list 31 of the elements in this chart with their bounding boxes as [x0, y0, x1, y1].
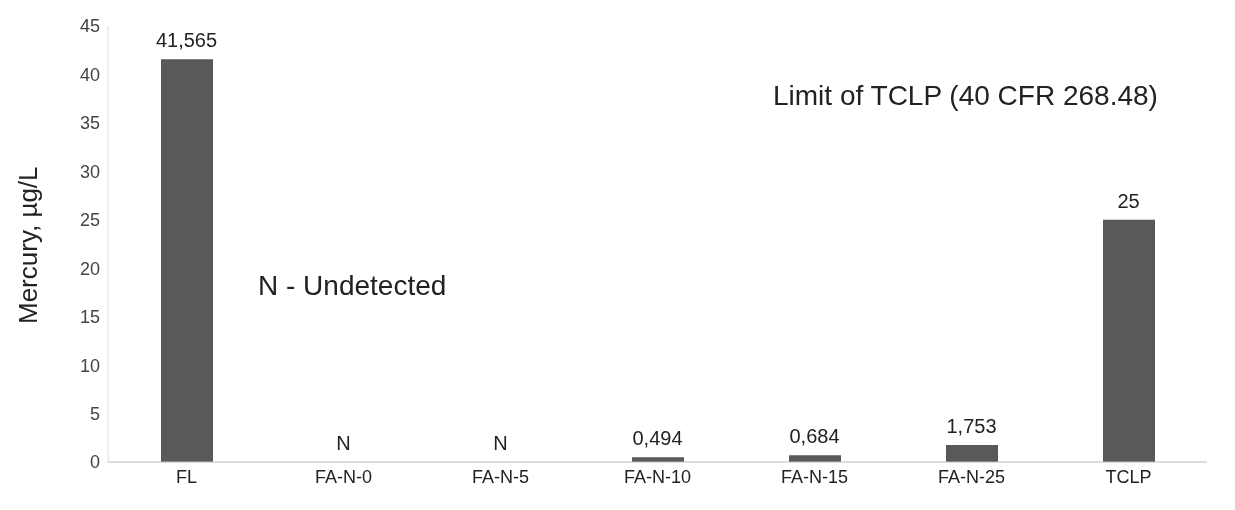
y-tick-label: 0	[89, 452, 100, 473]
y-tick-label: 10	[79, 355, 100, 376]
annotation: Limit of TCLP (40 CFR 268.48)	[773, 80, 1158, 112]
x-tick-label: FA-N-5	[471, 466, 530, 487]
data-label: 1,753	[946, 415, 997, 438]
y-tick-label: 25	[79, 210, 100, 231]
y-tick-label: 35	[79, 113, 100, 134]
bar	[161, 59, 213, 462]
x-tick-label: FA-N-25	[937, 466, 1006, 487]
x-tick-label: FL	[175, 466, 198, 487]
text: N	[336, 432, 351, 454]
y-tick-label: 45	[79, 16, 100, 37]
bar	[789, 455, 841, 462]
x-tick-label: FA-N-0	[314, 466, 373, 487]
text: N	[493, 432, 508, 454]
y-tick-label: 30	[79, 161, 100, 182]
bar	[1103, 219, 1155, 462]
x-tick-label: FA-N-10	[623, 466, 692, 487]
y-axis-title: Mercury, µg/L	[13, 166, 44, 324]
x-tick-label: FA-N-15	[780, 466, 849, 487]
y-tick-label: 15	[79, 307, 100, 328]
data-label: 0,684	[789, 425, 840, 448]
data-label: 25	[1117, 189, 1140, 212]
y-tick-label: 20	[79, 258, 100, 279]
bar	[946, 445, 998, 462]
x-tick-label: TCLP	[1105, 466, 1152, 487]
data-label: 41,565	[155, 29, 218, 52]
y-tick-label: 5	[89, 403, 100, 424]
y-tick-label: 40	[79, 64, 100, 85]
data-label: 0,494	[632, 427, 683, 450]
annotation: N - Undetected	[258, 270, 447, 302]
